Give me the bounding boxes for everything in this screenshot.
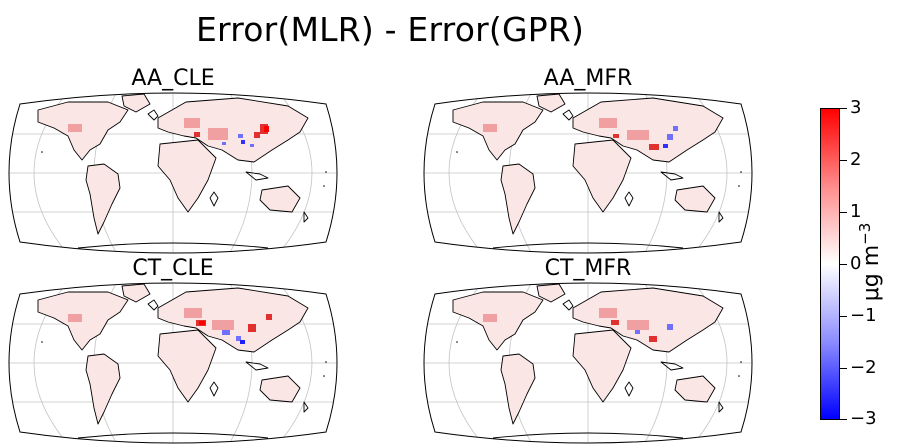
- figure-title: Error(MLR) - Error(GPR): [195, 10, 585, 49]
- colorbar-tick: [840, 108, 847, 109]
- colorbar-label: μg m−3: [856, 223, 884, 302]
- map-panel-ct-mfr: [423, 278, 753, 448]
- colorbar-tick: [840, 316, 847, 317]
- colorbar-tick: [840, 419, 847, 420]
- colorbar-tick-label: 2: [850, 149, 862, 170]
- colorbar-tick: [840, 368, 847, 369]
- colorbar-tick: [840, 212, 847, 213]
- colorbar-label-exponent: −3: [855, 222, 874, 245]
- colorbar: [820, 108, 840, 420]
- panel-title-ct-mfr: CT_MFR: [544, 256, 632, 281]
- colorbar-tick: [840, 264, 847, 265]
- map-panel-aa-cle: [8, 88, 338, 258]
- colorbar-tick-label: −3: [850, 408, 877, 429]
- colorbar-tick-label: 0: [850, 253, 862, 274]
- colorbar-tick-label: −1: [850, 305, 877, 326]
- map-panel-ct-cle: [8, 278, 338, 448]
- colorbar-tick-label: 3: [850, 97, 862, 118]
- colorbar-tick-label: −2: [850, 357, 877, 378]
- panel-title-aa-cle: AA_CLE: [131, 66, 215, 91]
- panel-title-ct-cle: CT_CLE: [132, 256, 214, 281]
- colorbar-tick: [840, 160, 847, 161]
- colorbar-label-unit: μg m: [859, 244, 885, 302]
- panel-title-aa-mfr: AA_MFR: [543, 66, 633, 91]
- colorbar-tick-label: 1: [850, 201, 862, 222]
- map-panel-aa-mfr: [423, 88, 753, 258]
